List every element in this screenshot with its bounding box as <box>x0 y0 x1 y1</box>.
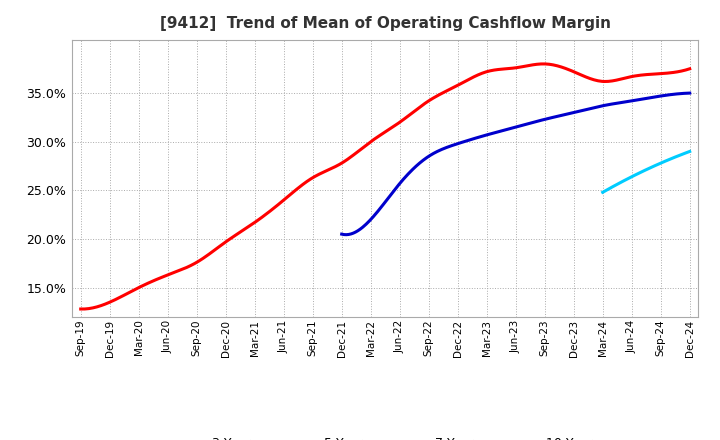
Legend: 3 Years, 5 Years, 7 Years, 10 Years: 3 Years, 5 Years, 7 Years, 10 Years <box>166 432 604 440</box>
Title: [9412]  Trend of Mean of Operating Cashflow Margin: [9412] Trend of Mean of Operating Cashfl… <box>160 16 611 32</box>
